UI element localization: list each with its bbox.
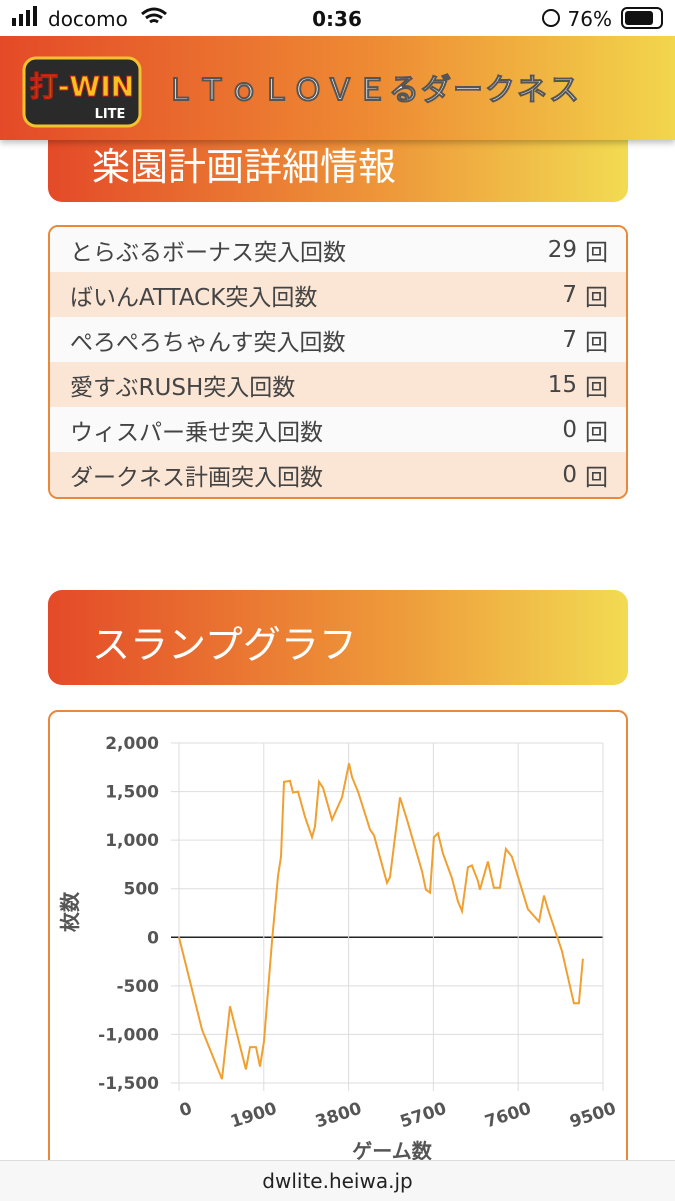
row-label: とらぶるボーナス突入回数 — [70, 239, 346, 266]
section-title: 楽園計画詳細情報 — [92, 145, 397, 189]
table-row: ばいんATTACK突入回数 7 回 — [50, 272, 626, 317]
url: dwlite.heiwa.jp — [262, 1169, 413, 1193]
row-count: 0 — [562, 416, 577, 443]
row-unit: 回 — [585, 374, 608, 401]
header-graphics: 打-WIN LITE ＬＴｏＬＯＶＥるダークネス — [22, 56, 581, 128]
row-unit: 回 — [585, 419, 608, 446]
table-row: ダークネス計画突入回数 0 回 — [50, 452, 626, 497]
y-tick-label: 1,000 — [105, 831, 159, 851]
row-label: ウィスパー乗せ突入回数 — [70, 419, 323, 446]
row-unit: 回 — [585, 464, 608, 491]
row-count: 15 — [547, 371, 577, 398]
url-bar: dwlite.heiwa.jp — [0, 1160, 675, 1201]
row-count: 7 — [562, 281, 577, 308]
x-tick-label: 3800 — [313, 1099, 364, 1133]
carrier: docomo — [48, 7, 128, 31]
row-label: ばいんATTACK突入回数 — [70, 284, 318, 311]
section-title: スランプグラフ — [92, 623, 357, 667]
table-row: 愛すぶRUSH突入回数 15 回 — [50, 362, 626, 407]
row-label: ダークネス計画突入回数 — [70, 464, 323, 491]
status-icons: docomo 0:36 76% — [12, 6, 663, 31]
y-tick-label: 2,000 — [105, 734, 159, 754]
x-axis-label: ゲーム数 — [352, 1139, 432, 1163]
table-row: とらぶるボーナス突入回数 29 回 — [50, 227, 626, 272]
y-tick-label: 0 — [147, 928, 159, 948]
y-tick-label: -1,000 — [98, 1025, 159, 1045]
y-tick-label: 1,500 — [105, 783, 159, 803]
x-tick-label: 9500 — [567, 1099, 618, 1133]
x-tick-label: 0 — [177, 1099, 195, 1122]
section-header: スランプグラフ — [48, 590, 628, 685]
battery-percent: 76% — [568, 7, 612, 31]
y-tick-label: 500 — [124, 880, 160, 900]
row-unit: 回 — [585, 329, 608, 356]
stats-table: とらぶるボーナス突入回数 29 回ばいんATTACK突入回数 7 回ぺろぺろちゃんす突入… — [48, 225, 628, 499]
row-label: 愛すぶRUSH突入回数 — [70, 374, 296, 401]
clock: 0:36 — [312, 7, 362, 31]
row-unit: 回 — [585, 239, 608, 266]
series-line — [178, 763, 584, 1080]
row-count: 29 — [547, 236, 577, 263]
x-tick-label: 5700 — [398, 1099, 449, 1133]
y-tick-label: -500 — [116, 977, 159, 997]
app-header: 打-WIN LITE ＬＴｏＬＯＶＥるダークネス — [0, 36, 675, 140]
x-tick-label: 1900 — [228, 1099, 279, 1133]
y-tick-label: -1,500 — [98, 1074, 159, 1094]
table-row: ウィスパー乗せ突入回数 0 回 — [50, 407, 626, 452]
row-count: 7 — [562, 326, 577, 353]
chart-card: -1,500 -1,000 -500 0 500 1,000 1,500 2,000 0 1900… — [48, 710, 628, 1184]
status-bar: docomo 0:36 76% — [0, 0, 675, 36]
chart: -1,500 -1,000 -500 0 500 1,000 1,500 2,000 0 1900… — [58, 734, 619, 1163]
row-count: 0 — [562, 461, 577, 488]
row-unit: 回 — [585, 284, 608, 311]
x-tick-label: 7600 — [483, 1099, 534, 1133]
row-label: ぺろぺろちゃんす突入回数 — [70, 329, 346, 356]
y-axis-label: 枚数 — [58, 891, 82, 932]
logo-sub: LITE — [95, 107, 126, 122]
table-row: ぺろぺろちゃんす突入回数 7 回 — [50, 317, 626, 362]
logo-text: 打-WIN — [30, 70, 134, 103]
page-title: ＬＴｏＬＯＶＥるダークネス — [165, 73, 581, 108]
